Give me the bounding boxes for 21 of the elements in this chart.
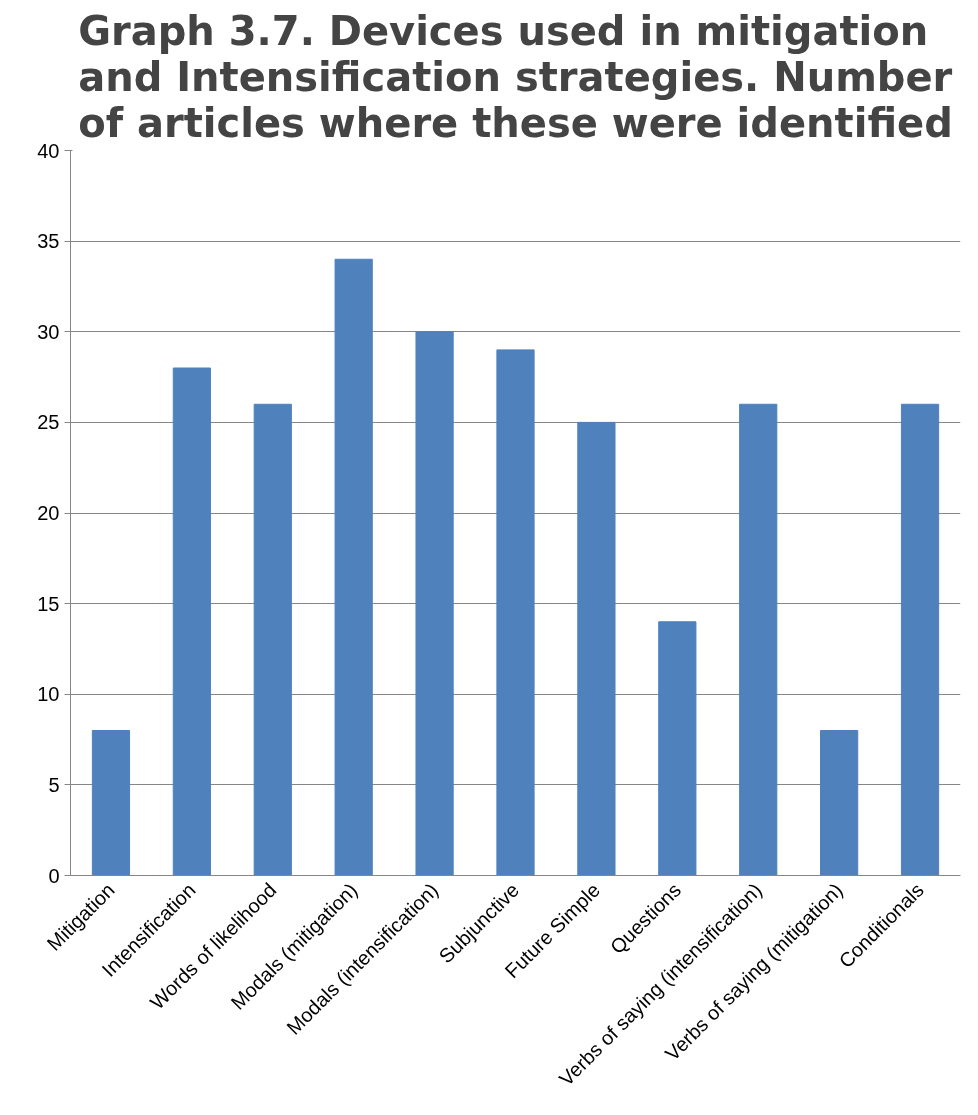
y-tick-label: 5 — [48, 773, 60, 796]
bar — [577, 421, 616, 876]
y-tick-label: 30 — [37, 320, 60, 343]
bar — [415, 331, 454, 876]
bar — [91, 730, 131, 876]
y-tick-label: 0 — [48, 864, 60, 887]
bar — [172, 367, 211, 876]
y-tick-label: 10 — [37, 683, 60, 706]
y-tick-label: 15 — [37, 592, 60, 615]
bar — [334, 258, 373, 876]
bar — [253, 403, 292, 876]
y-tick-label: 40 — [37, 139, 60, 162]
chart-title: Graph 3.7. Devices used in mitigation and Intensification strategies. Number of articles where these were identified — [78, 7, 953, 146]
y-tick-label: 35 — [37, 230, 60, 253]
bar — [496, 349, 535, 876]
bar — [820, 730, 859, 876]
bar — [658, 621, 697, 876]
y-tick-label: 20 — [37, 502, 60, 524]
y-tick-label: 25 — [37, 411, 60, 434]
bar — [900, 403, 940, 876]
bar — [739, 403, 778, 876]
